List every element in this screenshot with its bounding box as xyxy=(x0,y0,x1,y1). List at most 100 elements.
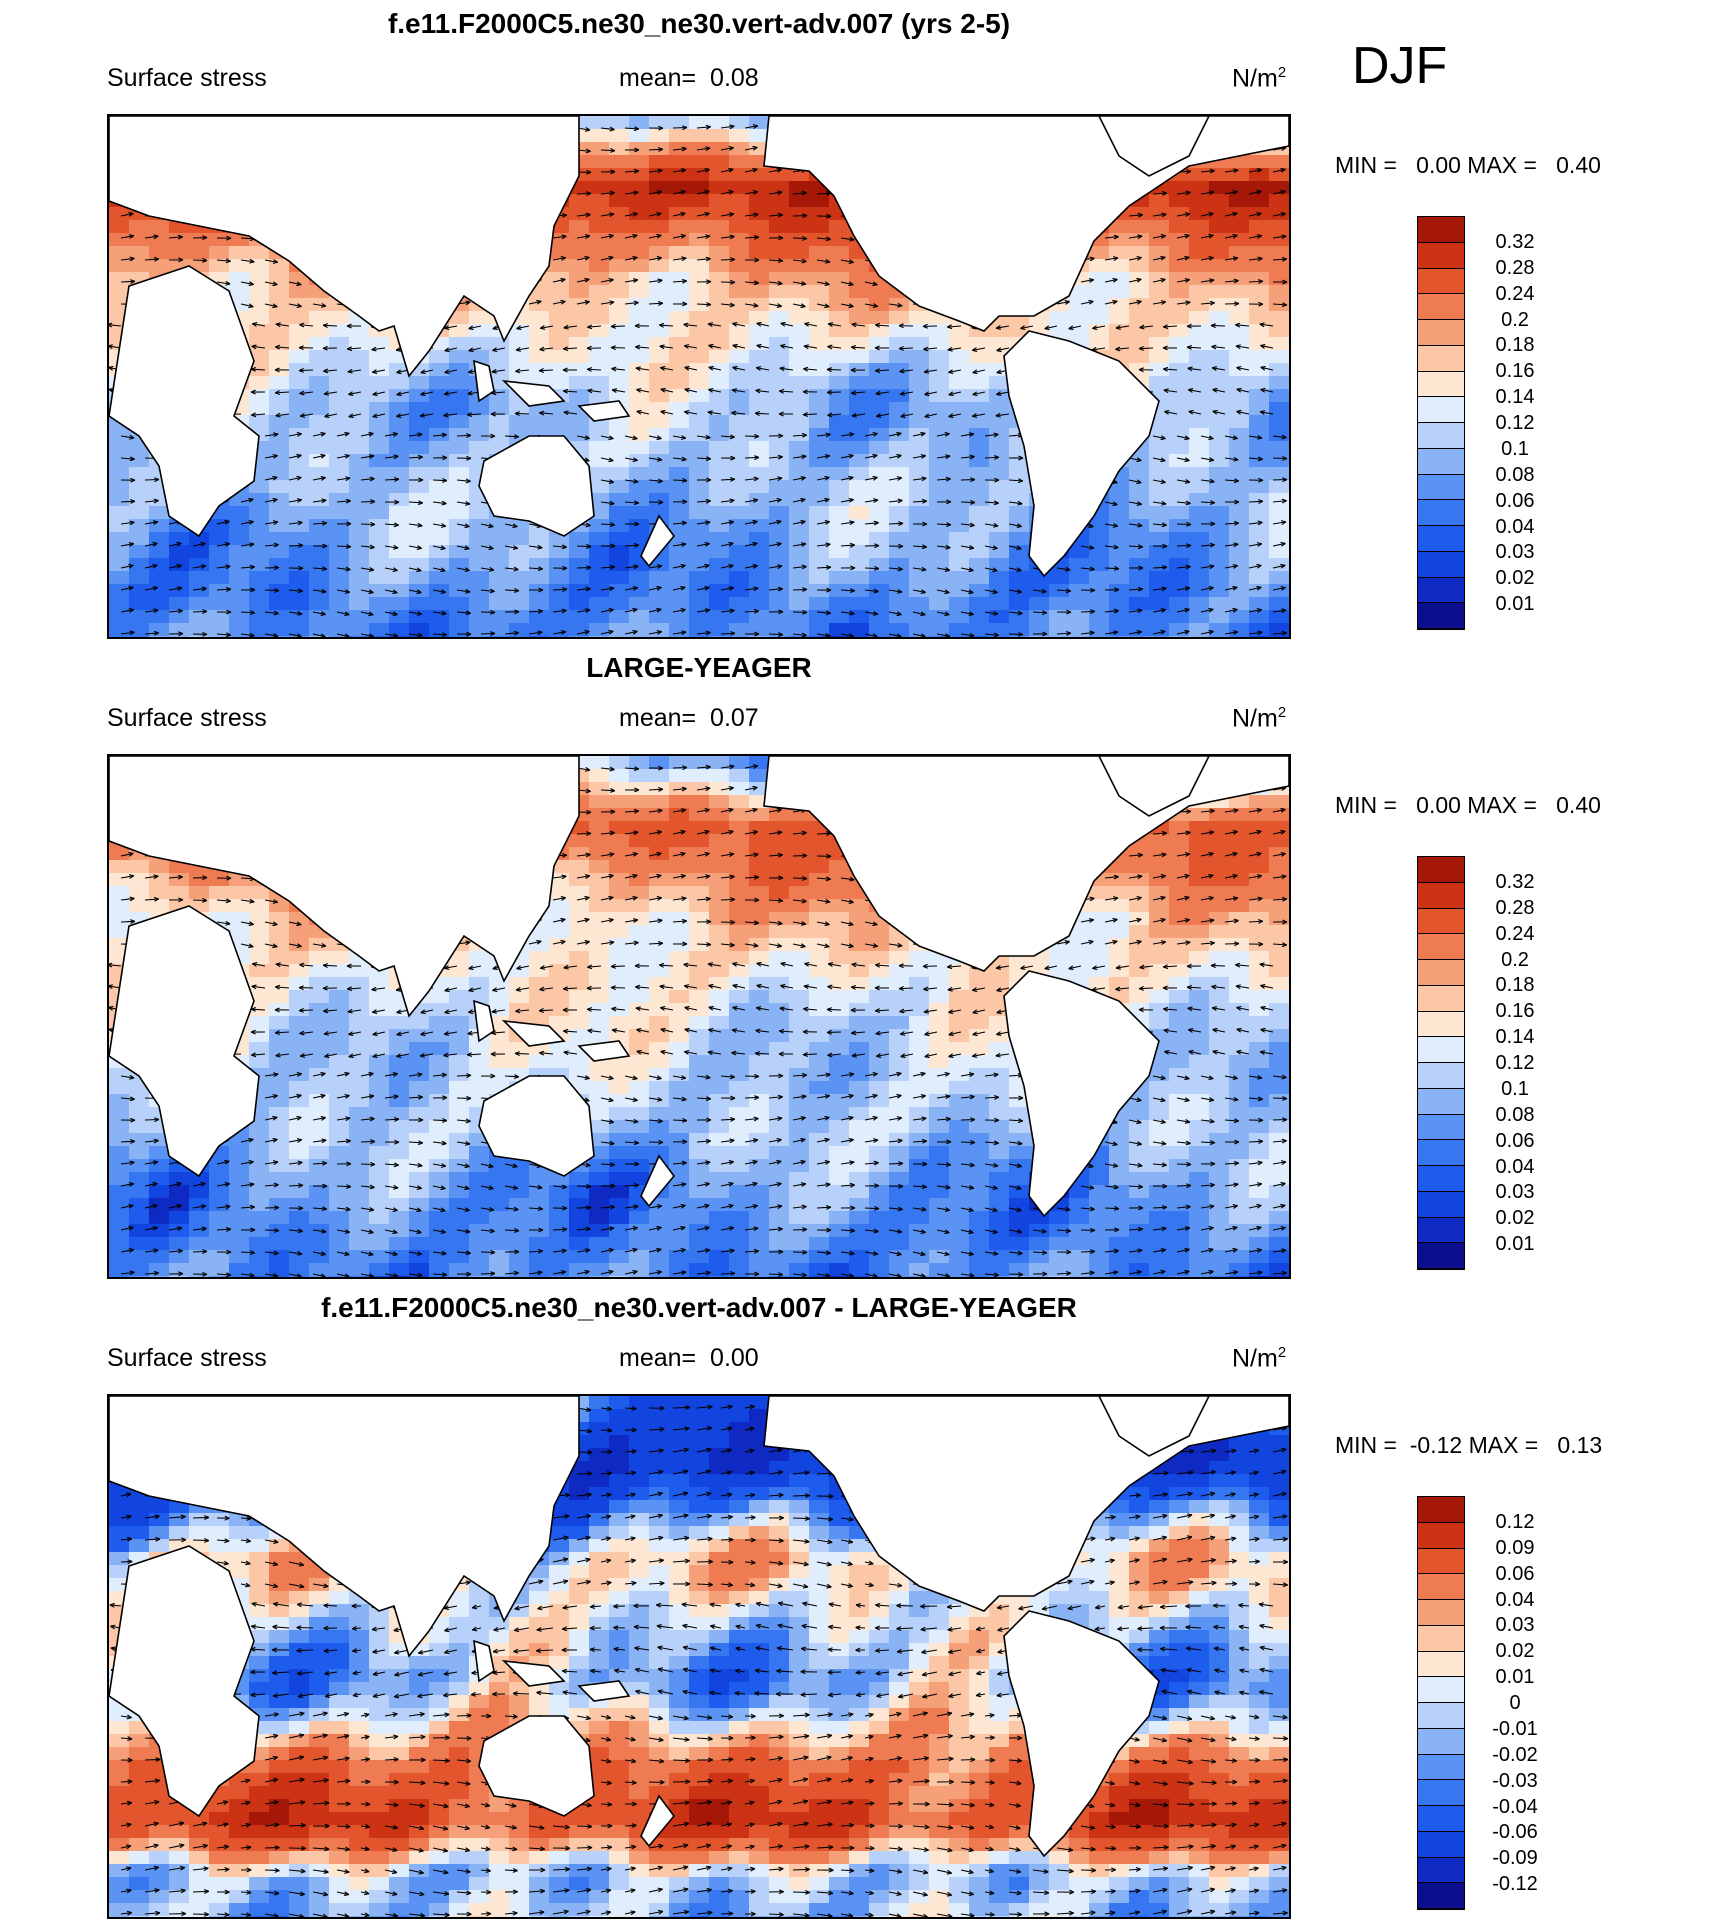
panel-title: f.e11.F2000C5.ne30_ne30.vert-adv.007 - L… xyxy=(107,1292,1291,1324)
colorbar xyxy=(1417,216,1465,630)
colorbar-swatch xyxy=(1418,1243,1464,1269)
colorbar-tick-label: 0.24 xyxy=(1475,284,1555,304)
colorbar-tick-label: 0.28 xyxy=(1475,258,1555,278)
colorbar-tick-label: 0.1 xyxy=(1475,439,1555,459)
colorbar xyxy=(1417,856,1465,1270)
colorbar-tick-label: 0.28 xyxy=(1475,898,1555,918)
colorbar-swatch xyxy=(1418,1140,1464,1166)
colorbar-tick-label: 0.08 xyxy=(1475,465,1555,485)
mean-text: mean= xyxy=(619,704,696,732)
colorbar-tick-label: 0.04 xyxy=(1475,517,1555,537)
colorbar-swatch xyxy=(1418,1574,1464,1600)
colorbar-tick-label: -0.04 xyxy=(1475,1797,1555,1817)
colorbar-swatch xyxy=(1418,526,1464,552)
colorbar-swatch xyxy=(1418,1626,1464,1652)
colorbar-tick-label: -0.06 xyxy=(1475,1822,1555,1842)
units-label: N/m2 xyxy=(1232,1344,1286,1373)
colorbar-tick-label: 0.2 xyxy=(1475,310,1555,330)
mean-label: mean= 0.08 xyxy=(619,64,759,93)
colorbar-swatch xyxy=(1418,1549,1464,1575)
colorbar-tick-label: 0.14 xyxy=(1475,387,1555,407)
colorbar-swatch xyxy=(1418,1652,1464,1678)
colorbar xyxy=(1417,1496,1465,1910)
mean-value: 0.08 xyxy=(710,64,759,92)
map-field xyxy=(109,116,1289,637)
colorbar-swatch xyxy=(1418,475,1464,501)
colorbar-swatch xyxy=(1418,1729,1464,1755)
colorbar-swatch xyxy=(1418,1166,1464,1192)
mean-text: mean= xyxy=(619,64,696,92)
units-label: N/m2 xyxy=(1232,64,1286,93)
colorbar-swatch xyxy=(1418,500,1464,526)
colorbar-tick-label: 0.18 xyxy=(1475,335,1555,355)
colorbar-swatch xyxy=(1418,449,1464,475)
colorbar-swatch xyxy=(1418,1523,1464,1549)
colorbar-tick-label: 0.02 xyxy=(1475,1208,1555,1228)
colorbar-swatch xyxy=(1418,1858,1464,1884)
map-field xyxy=(109,756,1289,1277)
colorbar-swatch xyxy=(1418,552,1464,578)
colorbar-swatch xyxy=(1418,960,1464,986)
colorbar-tick-label: 0.1 xyxy=(1475,1079,1555,1099)
colorbar-tick-label: 0.2 xyxy=(1475,950,1555,970)
colorbar-swatch xyxy=(1418,423,1464,449)
colorbar-tick-label: 0.04 xyxy=(1475,1590,1555,1610)
colorbar-tick-label: 0.12 xyxy=(1475,1053,1555,1073)
units-label: N/m2 xyxy=(1232,704,1286,733)
colorbar-swatch xyxy=(1418,1037,1464,1063)
colorbar-swatch xyxy=(1418,1497,1464,1523)
colorbar-tick-label: 0.03 xyxy=(1475,1615,1555,1635)
colorbar-tick-label: 0.03 xyxy=(1475,542,1555,562)
colorbar-tick-label: 0.12 xyxy=(1475,1512,1555,1532)
colorbar-tick-label: 0.06 xyxy=(1475,491,1555,511)
colorbar-swatch xyxy=(1418,1115,1464,1141)
colorbar-swatch xyxy=(1418,1703,1464,1729)
variable-label: Surface stress xyxy=(107,64,267,93)
colorbar-tick-label: -0.02 xyxy=(1475,1745,1555,1765)
colorbar-swatch xyxy=(1418,1012,1464,1038)
colorbar-tick-label: 0.02 xyxy=(1475,1641,1555,1661)
mean-label: mean= 0.07 xyxy=(619,704,759,733)
mean-text: mean= xyxy=(619,1344,696,1372)
colorbar-tick-label: -0.09 xyxy=(1475,1848,1555,1868)
colorbar-tick-label: 0.18 xyxy=(1475,975,1555,995)
colorbar-tick-label: 0.06 xyxy=(1475,1131,1555,1151)
colorbar-swatch xyxy=(1418,1089,1464,1115)
colorbar-tick-label: 0.03 xyxy=(1475,1182,1555,1202)
colorbar-tick-label: 0.02 xyxy=(1475,568,1555,588)
colorbar-swatch xyxy=(1418,1600,1464,1626)
colorbar-tick-label: 0.06 xyxy=(1475,1564,1555,1584)
colorbar-swatch xyxy=(1418,883,1464,909)
colorbar-tick-label: 0.08 xyxy=(1475,1105,1555,1125)
colorbar-swatch xyxy=(1418,346,1464,372)
colorbar-tick-label: 0 xyxy=(1475,1693,1555,1713)
map-plot xyxy=(107,1394,1291,1919)
colorbar-tick-label: -0.03 xyxy=(1475,1771,1555,1791)
colorbar-tick-label: 0.32 xyxy=(1475,232,1555,252)
colorbar-tick-label: -0.12 xyxy=(1475,1874,1555,1894)
colorbar-swatch xyxy=(1418,1780,1464,1806)
minmax-label: MIN = 0.00 MAX = 0.40 xyxy=(1335,792,1601,819)
mean-value: 0.07 xyxy=(710,704,759,732)
colorbar-swatch xyxy=(1418,1063,1464,1089)
colorbar-tick-label: 0.32 xyxy=(1475,872,1555,892)
colorbar-tick-label: -0.01 xyxy=(1475,1719,1555,1739)
colorbar-swatch xyxy=(1418,603,1464,629)
colorbar-swatch xyxy=(1418,320,1464,346)
colorbar-swatch xyxy=(1418,1755,1464,1781)
minmax-label: MIN = -0.12 MAX = 0.13 xyxy=(1335,1432,1602,1459)
colorbar-swatch xyxy=(1418,1677,1464,1703)
map-field xyxy=(109,1396,1289,1917)
colorbar-swatch xyxy=(1418,1832,1464,1858)
map-plot xyxy=(107,754,1291,1279)
colorbar-swatch xyxy=(1418,857,1464,883)
colorbar-swatch xyxy=(1418,578,1464,604)
colorbar-swatch xyxy=(1418,909,1464,935)
variable-label: Surface stress xyxy=(107,704,267,733)
colorbar-swatch xyxy=(1418,217,1464,243)
colorbar-tick-label: 0.24 xyxy=(1475,924,1555,944)
colorbar-tick-label: 0.14 xyxy=(1475,1027,1555,1047)
